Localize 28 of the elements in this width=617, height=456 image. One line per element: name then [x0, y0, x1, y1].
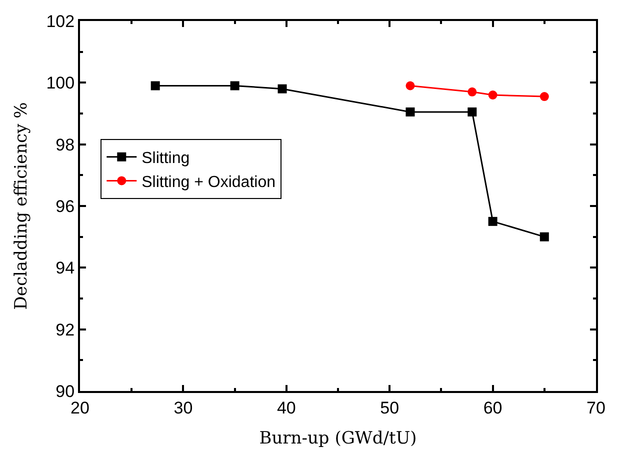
- point: [488, 216, 498, 226]
- point: [230, 81, 240, 90]
- x-tick-label: 60: [483, 398, 502, 418]
- legend-label: Slitting: [142, 150, 190, 168]
- y-tick-label: 94: [56, 258, 75, 278]
- point: [150, 81, 160, 90]
- legend-label: Slitting + Oxidation: [142, 174, 276, 191]
- x-tick-label: 40: [276, 398, 296, 418]
- x-tick-label: 50: [380, 398, 400, 418]
- y-tick-label: 90: [56, 382, 75, 401]
- point: [406, 81, 415, 90]
- point: [488, 90, 498, 100]
- point: [278, 84, 287, 94]
- x-tick-label: 70: [586, 398, 606, 418]
- y-axis-title: Decladding efficiency %: [11, 102, 32, 310]
- y-tick-label: 92: [56, 320, 75, 340]
- point: [540, 232, 549, 242]
- x-axis-title: Burn-up (GWd/tU): [259, 428, 417, 448]
- y-tick-label: 98: [56, 135, 75, 154]
- y-tick-label: 102: [46, 12, 75, 31]
- point: [468, 87, 477, 96]
- point: [468, 107, 477, 116]
- x-tick-label: 30: [174, 398, 193, 418]
- y-tick-label: 96: [56, 196, 75, 216]
- point: [406, 107, 415, 116]
- x-tick-label: 20: [70, 398, 90, 418]
- point: [540, 92, 549, 102]
- y-tick-label: 100: [46, 74, 75, 93]
